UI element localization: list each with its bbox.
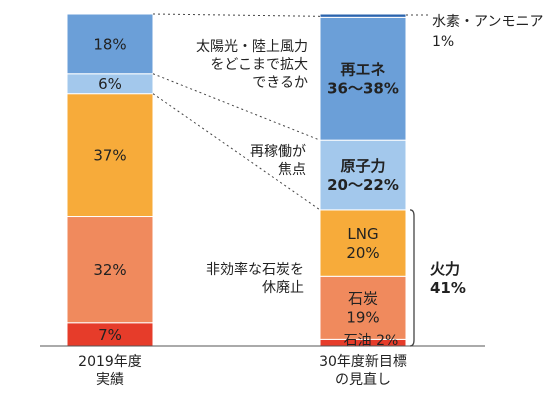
segment-label-1-1: 石炭 19% [346, 290, 379, 327]
connector-line-2 [152, 93, 321, 211]
bar-segment-0-1 [66, 216, 154, 324]
bar-segment-1-5 [319, 13, 407, 18]
category-label-1: 30年度新目標の見直し [319, 354, 407, 388]
bar-segment-1-4 [319, 16, 407, 141]
connector-line-0 [152, 13, 321, 17]
segment-labels: 7% 32% 37% 6% 18% 石油 2% 石炭 19% LNG 20% 原子力 20～22% 再エ… [93, 35, 399, 349]
thermal-bracket [409, 209, 415, 347]
annotation-thermal: 火力 41% [430, 260, 466, 297]
bars-layer [66, 13, 407, 347]
category-label-0: 2019年度実績 [78, 354, 142, 388]
bar-segment-0-4 [66, 13, 154, 75]
segment-label-1-0: 石油 2% [344, 333, 399, 349]
annotation-coal: 非効率な石炭を休廃止 [206, 261, 304, 296]
segment-label-0-0: 7% [98, 326, 122, 344]
annotation-nuclear: 再稼働が焦点 [250, 144, 306, 178]
segment-label-0-1: 32% [93, 261, 126, 279]
segment-label-0-4: 18% [93, 35, 126, 53]
connector-lines [152, 13, 428, 211]
segment-label-1-2: LNG 20% [346, 225, 379, 262]
annotations: 水素・アンモニア 1% 太陽光・陸上風力をどこまで拡大できるか再稼働が焦点非効率な石… [196, 14, 543, 297]
category-labels: 2019年度実績 30年度新目標の見直し [78, 354, 407, 388]
bar-segment-1-3 [319, 139, 407, 211]
annotation-hydrogen: 水素・アンモニア 1% [432, 14, 543, 50]
segment-label-0-2: 37% [93, 147, 126, 165]
segment-label-0-3: 6% [98, 75, 122, 93]
annotation-renewable: 太陽光・陸上風力をどこまで拡大できるか [196, 39, 308, 91]
segment-label-1-4: 再エネ 36～38% [327, 61, 399, 98]
segment-label-1-3: 原子力 20～22% [327, 157, 399, 194]
